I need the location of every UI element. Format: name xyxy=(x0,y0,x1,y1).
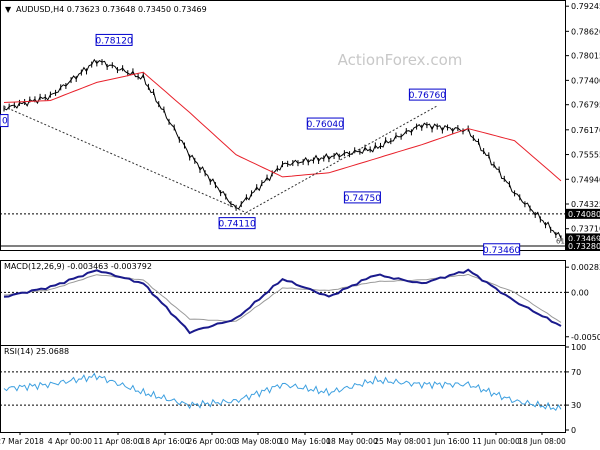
panel-frame xyxy=(0,345,566,433)
moving-average-line xyxy=(3,71,562,182)
price-tag xyxy=(566,241,600,251)
x-tick-label: 3 May 08:00 xyxy=(235,437,282,446)
left-box-label: 0 xyxy=(2,117,8,127)
x-tick-label: 4 Apr 00:00 xyxy=(48,437,92,446)
panel-borders xyxy=(0,0,566,433)
price-tag-label: 0.73469 xyxy=(568,234,600,243)
rsi-y-tick-label: 100 xyxy=(571,343,586,352)
rsi-y-tick-label: 0 xyxy=(571,426,576,435)
y-tick-label: 0.74325 xyxy=(571,200,600,209)
macd-panel-title: MACD(12,26,9) -0.003463 -0.003792 xyxy=(4,262,152,271)
panel-frame xyxy=(0,260,566,346)
y-tick-label: 0.75555 xyxy=(571,151,600,160)
x-tick-label: 26 Apr 00:00 xyxy=(188,437,237,446)
price-panel: 0.78120 0.76040 0.76760 0.74750 0.74110 0.734… xyxy=(0,33,572,256)
price-box xyxy=(306,117,344,130)
price-box xyxy=(483,243,521,256)
watermark: ActionForex.com xyxy=(338,51,463,69)
rsi-panel xyxy=(0,371,565,412)
price-box xyxy=(95,33,133,46)
y-tick-label: 0.78015 xyxy=(571,52,600,61)
x-tick-label: 18 Jun 08:00 xyxy=(518,437,566,446)
price-tag xyxy=(566,233,600,244)
x-tick-label: 27 Mar 2018 xyxy=(0,437,44,446)
rsi-line xyxy=(3,372,562,412)
price-box xyxy=(218,217,256,230)
rsi-y-tick-label: 30 xyxy=(571,401,581,410)
panel-frame xyxy=(0,0,566,251)
left-box xyxy=(0,114,9,128)
macd-line xyxy=(3,268,562,335)
macd-y-tick-label: 0.00 xyxy=(571,288,589,297)
price-box-label: 0.76760 xyxy=(409,91,446,101)
price-panel-title: AUDUSD,H4 0.73623 0.73648 0.73450 0.7346… xyxy=(16,5,207,14)
macd-y-tick-label: 0.002839 xyxy=(571,263,600,272)
x-tick-label: 1 Jun 16:00 xyxy=(427,437,470,446)
trendline xyxy=(245,105,437,214)
macd-signal-line xyxy=(3,273,562,323)
price-box-label: 0.74110 xyxy=(218,220,255,230)
x-tick-label: 11 Jun 00:00 xyxy=(472,437,520,446)
x-tick-label: 18 Apr 16:00 xyxy=(141,437,190,446)
fib-label: 61.8 xyxy=(556,238,572,246)
price-box-label: 0.73460 xyxy=(483,246,520,256)
price-box-label: 0.74750 xyxy=(344,194,381,204)
price-tag xyxy=(566,208,600,219)
x-tick-label: 18 May 00:00 xyxy=(326,437,378,446)
cursor-marker: ▼ xyxy=(5,5,12,14)
price-tag-label: 0.74080 xyxy=(568,210,600,219)
rsi-y-tick-label: 70 xyxy=(571,368,581,377)
macd-panel xyxy=(0,268,565,335)
macd-y-tick-label: -0.005021 xyxy=(571,333,600,342)
trendline xyxy=(3,106,247,214)
price-box-label: 0.78120 xyxy=(95,36,132,46)
y-tick-label: 0.79245 xyxy=(571,2,600,11)
x-tick-label: 10 May 16:00 xyxy=(279,437,331,446)
rsi-panel-title: RSI(14) 25.0688 xyxy=(4,347,69,356)
price-box xyxy=(408,88,446,101)
x-tick-label: 11 Apr 08:00 xyxy=(94,437,143,446)
price-tag-label: 0.73280 xyxy=(568,242,600,251)
price-box xyxy=(343,191,381,204)
price-box-label: 0.76040 xyxy=(307,120,344,130)
y-tick-label: 0.76795 xyxy=(571,101,600,110)
x-tick-label: 25 May 08:00 xyxy=(374,437,426,446)
